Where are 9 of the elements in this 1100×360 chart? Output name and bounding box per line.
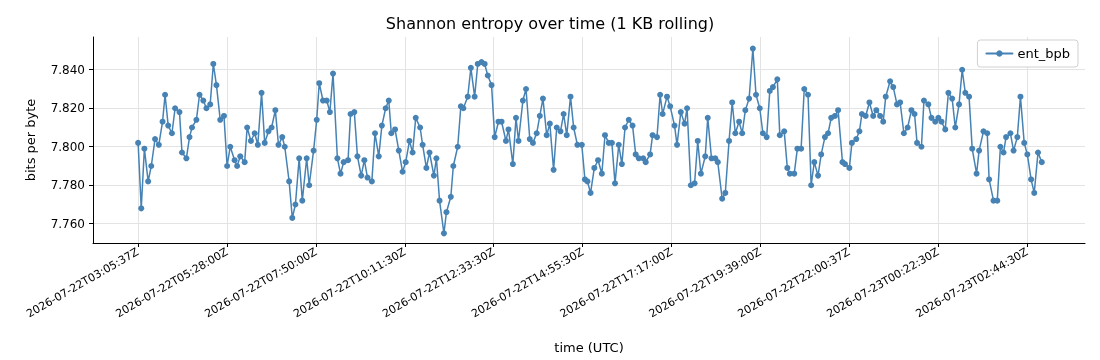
chart-title: Shannon entropy over time (1 KB rolling)	[385, 13, 715, 33]
y-tick-label: 7.760	[50, 216, 85, 231]
y-tick-label: 7.780	[50, 178, 85, 193]
y-tick-label: 7.820	[50, 101, 85, 116]
legend-label: ent_bpb	[1017, 46, 1070, 61]
y-tick-label: 7.800	[50, 139, 85, 154]
x-axis-title: time (UTC)	[554, 340, 624, 355]
y-tick-label: 7.840	[50, 62, 85, 77]
y-axis-title: bits per byte	[23, 98, 38, 182]
